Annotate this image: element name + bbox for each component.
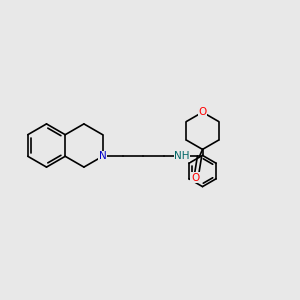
Text: N: N <box>99 151 106 161</box>
Text: NH: NH <box>174 151 190 161</box>
Text: O: O <box>198 107 207 117</box>
Text: O: O <box>191 173 199 183</box>
